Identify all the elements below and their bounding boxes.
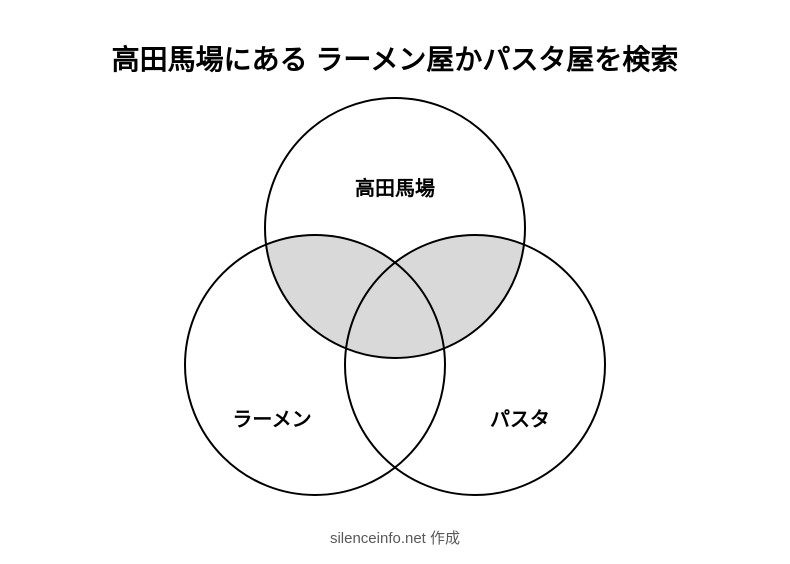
label-left: ラーメン [202, 403, 342, 432]
venn-diagram [0, 0, 790, 564]
label-top: 高田馬場 [325, 172, 465, 201]
label-right: パスタ [450, 403, 590, 432]
canvas: 高田馬場にある ラーメン屋かパスタ屋を検索 高田馬場 ラーメン パスタ sile… [0, 0, 790, 564]
footer-credit: silenceinfo.net 作成 [0, 527, 790, 548]
